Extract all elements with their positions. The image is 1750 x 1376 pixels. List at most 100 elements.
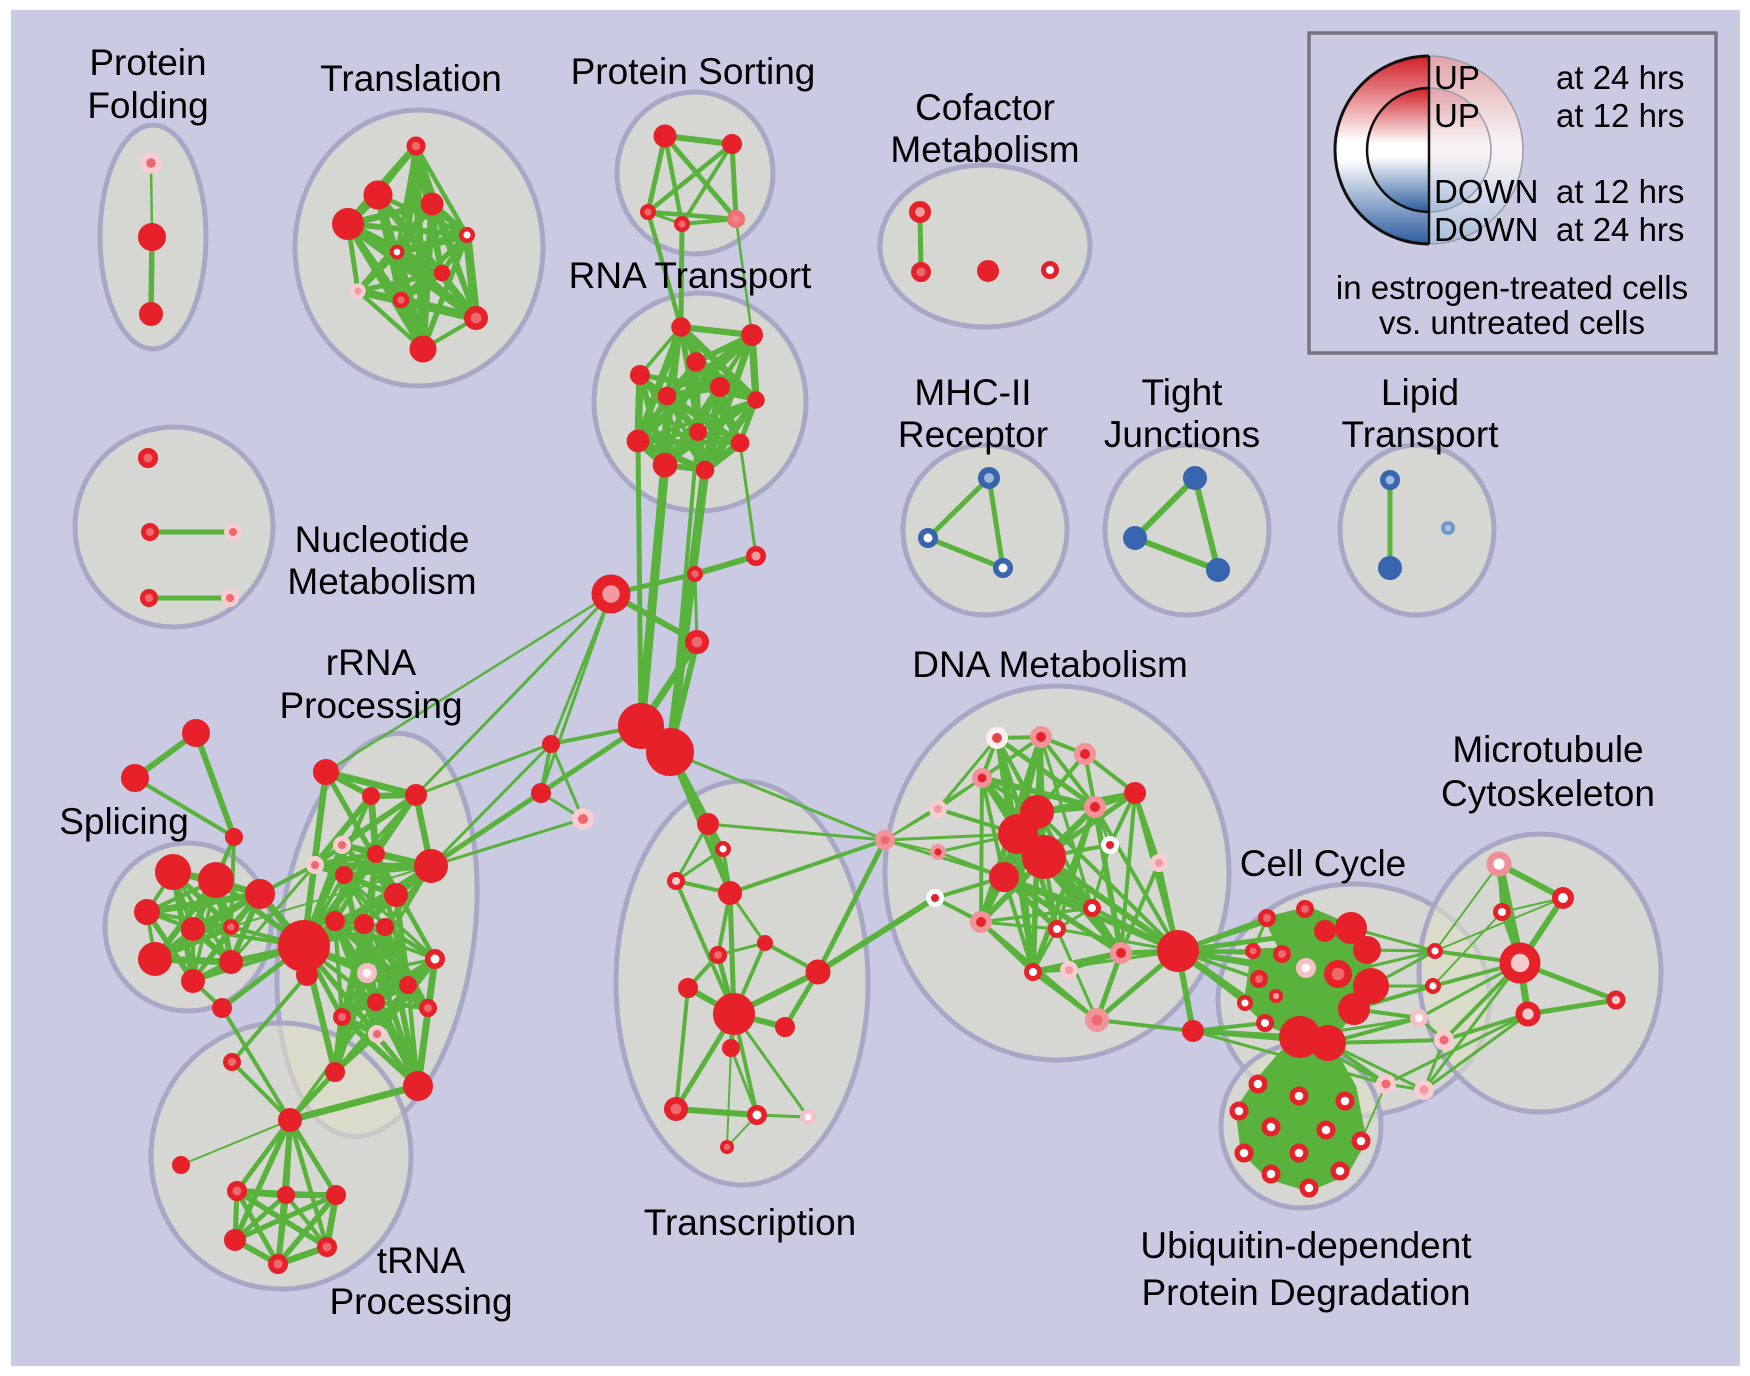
edge (1298, 1140, 1362, 1154)
edge (1527, 997, 1617, 1017)
edge (1055, 928, 1099, 1021)
node (1085, 1007, 1110, 1032)
node (182, 718, 211, 747)
cluster-lipid-transport-label-line2: Transport (1342, 414, 1500, 455)
node (425, 949, 445, 969)
edge (462, 234, 481, 319)
node (333, 835, 352, 854)
node (909, 200, 932, 223)
node (404, 784, 427, 807)
node (141, 522, 160, 541)
node (715, 841, 732, 858)
node (1123, 525, 1148, 550)
node (1059, 960, 1078, 979)
node (363, 180, 393, 210)
node (775, 1017, 795, 1037)
edge (635, 440, 644, 727)
cluster-mhc-ii-receptor-label-line2: Receptor (898, 414, 1048, 455)
edge (1270, 1100, 1346, 1175)
node (140, 152, 162, 174)
node (1030, 726, 1053, 749)
edge (674, 987, 690, 1110)
node (1426, 943, 1443, 960)
edge (732, 1013, 810, 1118)
edge (662, 135, 685, 225)
cluster-tight-junctions-label-line1: Tight (1142, 372, 1224, 413)
cluster-microtubule-cytoskeleton-label-line1: Microtubule (1452, 729, 1643, 770)
node (653, 124, 677, 148)
cluster-mhc-ii-receptor-ellipse (900, 442, 1070, 618)
node (1100, 835, 1119, 854)
edge (415, 742, 552, 797)
edge (680, 142, 734, 226)
edge (645, 211, 684, 328)
node (1296, 958, 1316, 978)
edge (220, 1006, 292, 1122)
cluster-cofactor-metabolism-ellipse (877, 162, 1093, 330)
edge (675, 847, 724, 883)
node (726, 210, 745, 229)
cluster-rrna-processing-label-line1: rRNA (326, 642, 417, 683)
edge (1238, 1110, 1362, 1142)
node (138, 941, 173, 976)
node (181, 968, 206, 993)
edge (634, 325, 685, 443)
edge (1432, 911, 1503, 987)
cluster-translation-label-line1: Translation (320, 58, 502, 99)
edge (637, 398, 757, 443)
node (463, 305, 488, 330)
cluster-ubiquitin-dependent-protein-degradation-label-line2: Protein Degradation (1141, 1272, 1470, 1313)
edge (232, 1118, 293, 1242)
node (277, 920, 330, 973)
edge (726, 1047, 732, 1148)
edge (133, 776, 236, 839)
edge (1132, 475, 1198, 541)
node (1309, 1024, 1346, 1061)
node (1157, 930, 1200, 973)
node (1249, 969, 1268, 988)
edge (275, 1193, 339, 1266)
edge (395, 249, 478, 321)
edge (405, 984, 421, 1087)
edge (1257, 1083, 1327, 1131)
node (1020, 794, 1055, 829)
node (1299, 1178, 1319, 1198)
edge (680, 323, 753, 339)
legend-inner-stroke-left (1365, 86, 1430, 214)
edge (1257, 1083, 1362, 1142)
node (1316, 1120, 1336, 1140)
node (713, 993, 756, 1036)
edge (429, 742, 553, 868)
cluster-nucleotide-metabolism-label-line2: Metabolism (287, 561, 476, 602)
edge (288, 1000, 378, 1122)
edge (1307, 1129, 1328, 1189)
node (459, 226, 476, 243)
cluster-ubiquitin-dependent-protein-degradation-label-line1: Ubiquitin-dependent (1140, 1225, 1472, 1266)
node (1352, 935, 1381, 964)
node (392, 291, 410, 309)
edge (1360, 1083, 1387, 1142)
node (688, 423, 707, 442)
node (1414, 1080, 1434, 1100)
node (368, 1024, 387, 1043)
edge (995, 735, 1097, 810)
node (1330, 1161, 1350, 1181)
edge (274, 1194, 290, 1265)
node (219, 949, 244, 974)
node (678, 978, 698, 998)
node (317, 1237, 337, 1257)
edge (1092, 806, 1124, 954)
node (212, 998, 232, 1018)
node (800, 1108, 817, 1125)
edge (347, 221, 468, 238)
legend-inner-left (1367, 88, 1429, 212)
edge (180, 1119, 291, 1166)
edge (399, 295, 478, 323)
edge (429, 791, 543, 868)
node (684, 629, 709, 654)
edge (230, 1060, 292, 1122)
cluster-transcription-ellipse (613, 778, 871, 1188)
node (930, 844, 947, 861)
node (1338, 993, 1371, 1026)
